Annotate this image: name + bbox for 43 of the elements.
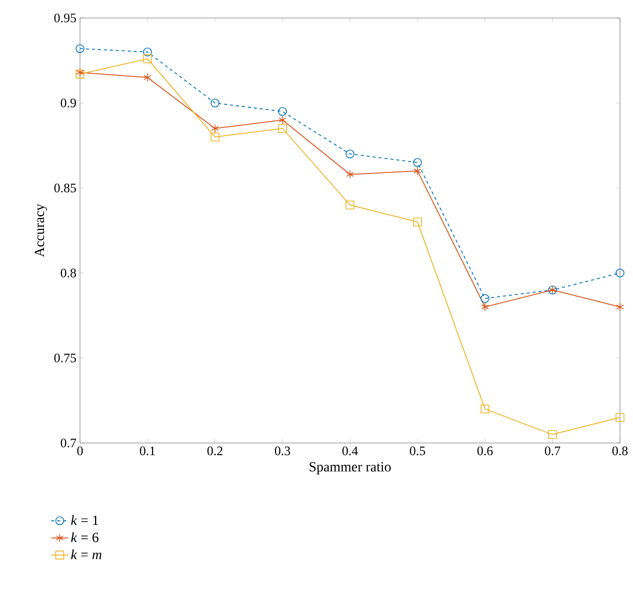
point <box>211 124 219 133</box>
y-tick-label: 0.75 <box>54 354 76 362</box>
legend-label: k = m <box>71 549 102 560</box>
point <box>278 124 287 133</box>
point <box>346 150 354 158</box>
y-tick-label: 0.9 <box>60 98 76 108</box>
point <box>616 413 624 422</box>
y-axis-title: Accuracy <box>34 204 47 258</box>
point <box>346 170 354 179</box>
legend-label: k = 6 <box>71 532 98 542</box>
y-tick-label: 0.7 <box>60 438 76 448</box>
point <box>413 218 422 226</box>
point <box>480 404 490 414</box>
x-tick-label: 0.2 <box>207 446 222 456</box>
point <box>413 158 422 167</box>
point <box>480 294 490 303</box>
x-tick-label: 0.5 <box>410 446 426 456</box>
point <box>481 302 489 312</box>
point <box>210 132 220 142</box>
x-tick-label: 0.6 <box>477 446 493 456</box>
legend-label: k = 1 <box>71 515 98 525</box>
point <box>616 268 624 278</box>
point <box>346 200 354 210</box>
x-tick-label: 0 <box>77 446 83 456</box>
x-tick-label: 0.7 <box>544 446 560 456</box>
point <box>278 116 286 124</box>
point <box>144 73 152 82</box>
point <box>143 48 152 56</box>
point <box>548 430 557 439</box>
y-tick-label: 0.85 <box>54 184 76 192</box>
point <box>616 302 624 312</box>
point <box>414 166 422 176</box>
point <box>143 54 152 64</box>
point <box>76 44 84 53</box>
y-tick-label: 0.8 <box>60 268 76 278</box>
x-axis-title: Spammer ratio <box>310 462 391 474</box>
x-tick-label: 0.4 <box>342 446 358 456</box>
point <box>278 107 287 116</box>
x-tick-label: 0.8 <box>612 446 628 456</box>
y-tick-label: 0.95 <box>54 14 76 22</box>
x-tick-label: 0.1 <box>140 446 155 456</box>
x-tick-label: 0.3 <box>274 446 290 456</box>
point <box>210 98 220 108</box>
